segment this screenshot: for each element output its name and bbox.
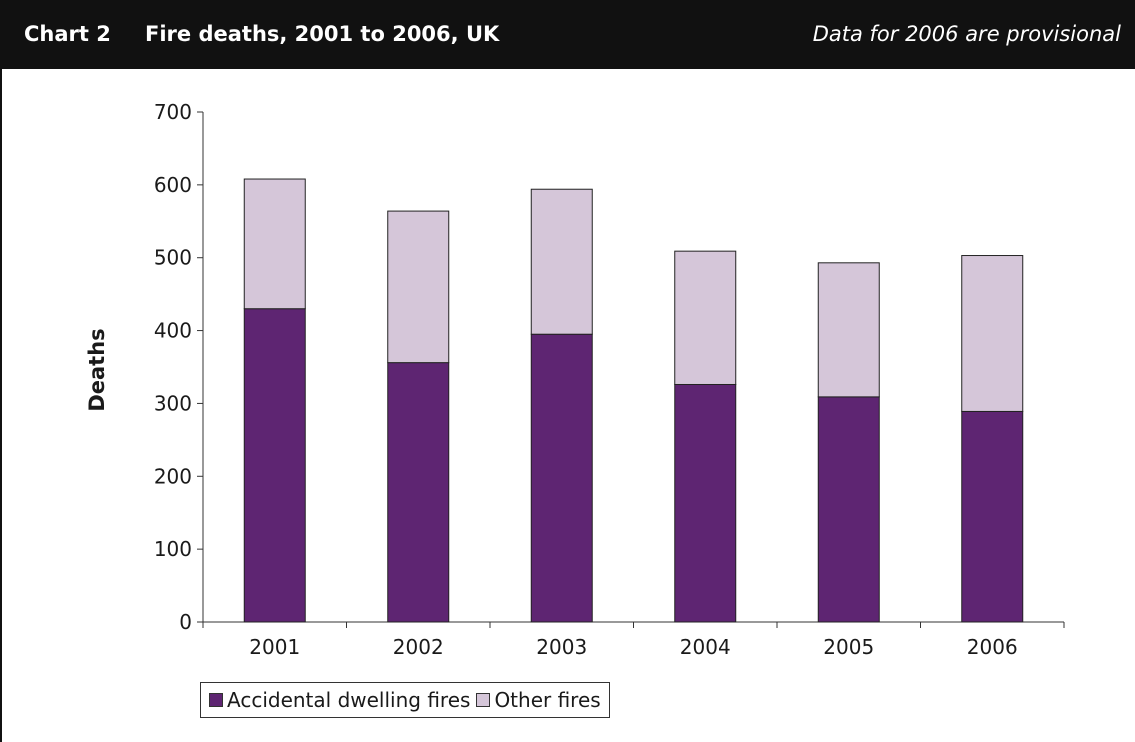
x-tick-label: 2003 [536,635,587,659]
chart-number: Chart 2 [24,22,111,46]
y-tick-label: 700 [154,100,192,124]
legend-swatch-accidental [209,693,223,707]
x-tick-label: 2001 [249,635,300,659]
legend-label-other: Other fires [494,688,601,712]
bar-accidental-dwelling-fires [243,308,306,623]
chart-legend: Accidental dwelling fires Other fires [200,682,610,718]
bar-accidental-dwelling-fires [387,362,450,623]
bar-other-fires [387,210,450,364]
legend-item-accidental: Accidental dwelling fires [209,688,470,712]
y-tick-label: 300 [154,391,192,415]
bar-other-fires [530,188,593,335]
bar-other-fires [961,255,1024,412]
chart-header: Chart 2 Fire deaths, 2001 to 2006, UK Da… [0,0,1135,69]
legend-swatch-other [476,693,491,707]
x-tick-label: 2005 [823,635,874,659]
legend-item-other: Other fires [476,688,601,712]
bar-other-fires [243,178,306,310]
y-tick-label: 400 [154,319,192,343]
provisional-note: Data for 2006 are provisional [812,22,1121,46]
bar-other-fires [817,262,880,398]
bar-other-fires [674,250,737,385]
left-border-rule [0,69,2,742]
x-tick-label: 2006 [967,635,1018,659]
bar-accidental-dwelling-fires [817,396,880,623]
bars-group [243,178,1024,623]
y-tick-label: 100 [154,537,192,561]
y-tick-label: 0 [179,610,192,634]
chart-title: Fire deaths, 2001 to 2006, UK [145,22,500,46]
y-tick-label: 600 [154,173,192,197]
y-tick-label: 200 [154,464,192,488]
y-axis-label: Deaths [85,328,109,411]
x-axis: 2001 2002 2003 2004 2005 2006 [202,621,1065,659]
y-axis: 0 100 200 300 400 500 600 700 [154,100,204,634]
bar-accidental-dwelling-fires [961,410,1024,623]
legend-label-accidental: Accidental dwelling fires [227,688,471,712]
bar-accidental-dwelling-fires [530,333,593,623]
y-tick-label: 500 [154,246,192,270]
x-tick-label: 2002 [393,635,444,659]
x-tick-label: 2004 [680,635,731,659]
bar-accidental-dwelling-fires [674,383,737,623]
